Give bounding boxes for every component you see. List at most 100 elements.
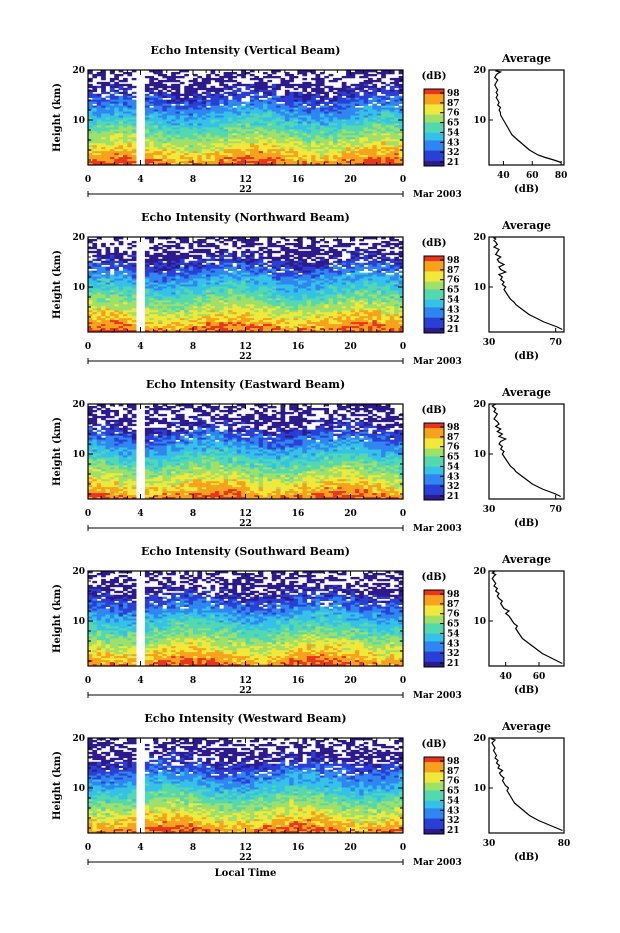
heatmap-cell (368, 257, 373, 259)
heatmap-cell (259, 249, 264, 251)
heatmap-cell (176, 269, 181, 271)
heatmap-cell (368, 102, 373, 104)
heatmap-cell (386, 245, 391, 247)
heatmap-cell (368, 88, 373, 90)
heatmap-cell (364, 243, 369, 245)
heatmap-cell (184, 241, 189, 243)
heatmap-cell (92, 102, 97, 104)
beam-panel: Echo Intensity (Vertical Beam)2010Height… (52, 44, 567, 200)
heatmap-cell (224, 88, 229, 90)
colorbar-swatch (424, 117, 444, 120)
heatmap-cell (377, 102, 382, 104)
heatmap-cell (324, 86, 329, 88)
heatmap-cell (276, 245, 281, 247)
heatmap-cell (394, 86, 399, 88)
colorbar-swatch (424, 145, 444, 148)
heatmap-cell (228, 94, 233, 96)
heatmap-cell (289, 267, 294, 269)
colorbar-tick-label: 54 (447, 128, 460, 138)
heatmap-cell (324, 253, 329, 255)
heatmap-cell (149, 241, 154, 243)
heatmap-cell (381, 241, 386, 243)
heatmap-cell (377, 243, 382, 245)
heatmap-cell (276, 88, 281, 90)
heatmap-cell (123, 80, 128, 82)
heatmap-cell (132, 86, 137, 88)
heatmap-cell (324, 98, 329, 100)
heatmap-cell (206, 255, 211, 257)
heatmap-cell (364, 263, 369, 265)
heatmap-cell (316, 96, 321, 98)
heatmap-cell (92, 239, 97, 241)
heatmap-cell (219, 102, 224, 104)
heatmap-cell (346, 76, 351, 78)
x-tick-label: 0 (400, 175, 406, 185)
heatmap-cell (127, 247, 132, 249)
heatmap-cell (237, 239, 242, 241)
heatmap-cell (346, 245, 351, 247)
heatmap-cell (311, 90, 316, 92)
heatmap-cell (281, 84, 286, 86)
heatmap-cell (149, 247, 154, 249)
heatmap-cell (381, 82, 386, 84)
heatmap-cell (206, 259, 211, 261)
heatmap-cell (162, 80, 167, 82)
heatmap-cell (127, 259, 132, 261)
heatmap-cell (167, 80, 172, 82)
heatmap-cell (324, 245, 329, 247)
heatmap-cell (224, 255, 229, 257)
heatmap-cell (359, 253, 364, 255)
colorbar-tick-label: 21 (447, 158, 460, 168)
heatmap-cell (232, 76, 237, 78)
heatmap-cell (132, 92, 137, 94)
heatmap-cell (92, 251, 97, 253)
heatmap-cell (101, 263, 106, 265)
heatmap-cell (355, 259, 360, 261)
heatmap-cell (158, 74, 163, 76)
heatmap-cell (267, 271, 272, 273)
heatmap-cell (294, 76, 299, 78)
heatmap-cell (106, 84, 111, 86)
heatmap-cell (294, 253, 299, 255)
heatmap-cell (281, 249, 286, 251)
heatmap-cell (149, 104, 154, 106)
heatmap-cell (162, 96, 167, 98)
heatmap-cell (127, 255, 132, 257)
colorbar-swatch (424, 107, 444, 110)
heatmap-cell (320, 249, 325, 251)
heatmap-cell (329, 80, 334, 82)
heatmap-cell (88, 86, 93, 88)
heatmap-cell (92, 259, 97, 261)
heatmap-cell (232, 104, 237, 106)
date-month-year-label: Mar 2003 (413, 190, 462, 200)
heatmap-cell (307, 86, 312, 88)
heatmap-cell (381, 269, 386, 271)
heatmap-cell (320, 102, 325, 104)
heatmap-cell (219, 84, 224, 86)
heatmap-cell (386, 253, 391, 255)
heatmap-cell (193, 74, 198, 76)
heatmap-cell (320, 92, 325, 94)
heatmap-cell (211, 90, 216, 92)
heatmap-cell (355, 88, 360, 90)
heatmap-cell (171, 245, 176, 247)
heatmap-cell (333, 88, 338, 90)
heatmap-cell (219, 90, 224, 92)
heatmap-cell (311, 255, 316, 257)
heatmap-cell (228, 88, 233, 90)
heatmap-cell (197, 245, 202, 247)
heatmap-cell (294, 84, 299, 86)
heatmap-cell (224, 80, 229, 82)
colorbar-swatch (424, 138, 444, 141)
heatmap-cell (180, 241, 185, 243)
heatmap-cell (302, 74, 307, 76)
heatmap-cell (272, 76, 277, 78)
heatmap-cell (180, 102, 185, 104)
heatmap-cell (285, 74, 290, 76)
heatmap-cell (364, 259, 369, 261)
heatmap-cell (189, 255, 194, 257)
heatmap-cell (241, 76, 246, 78)
heatmap-cell (294, 245, 299, 247)
heatmap-cell (372, 80, 377, 82)
heatmap-cell (149, 84, 154, 86)
